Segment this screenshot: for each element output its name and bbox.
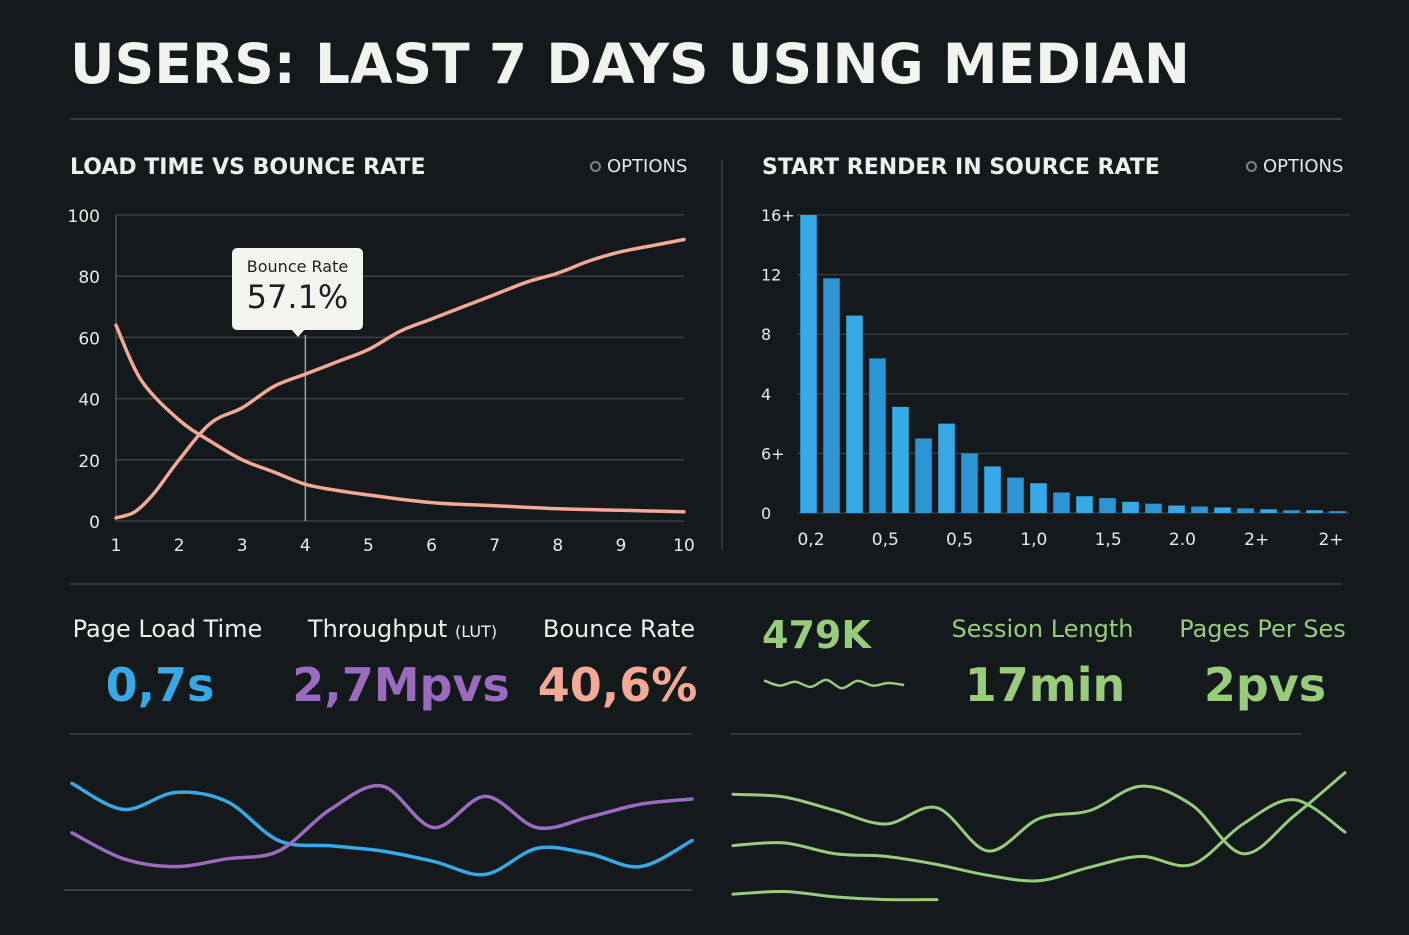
- page-load-time-sparkline: [70, 781, 694, 877]
- pages-per-session-label: Pages Per Ses: [1179, 615, 1346, 643]
- x-tick-label: 8: [552, 536, 563, 556]
- bar[interactable]: [823, 278, 840, 513]
- bar[interactable]: [1237, 508, 1254, 513]
- users-trend-sparkline: [763, 678, 905, 690]
- tooltip-value: 57.1%: [246, 278, 349, 316]
- x-tick-label: 2.0: [1169, 530, 1196, 550]
- bar[interactable]: [1076, 496, 1093, 513]
- bar[interactable]: [892, 406, 909, 513]
- left-options-label: OPTIONS: [607, 156, 688, 177]
- x-tick-label: 1,0: [1020, 530, 1047, 550]
- bar[interactable]: [1007, 477, 1024, 513]
- x-tick-label: 2: [174, 536, 185, 556]
- session-length-value: 17min: [964, 658, 1126, 712]
- bar[interactable]: [1191, 506, 1208, 513]
- bar[interactable]: [938, 423, 955, 513]
- x-tick-label: 6: [426, 536, 437, 556]
- y-tick-label: 20: [78, 452, 100, 472]
- bar[interactable]: [1214, 507, 1231, 513]
- bar[interactable]: [1122, 501, 1139, 513]
- bar[interactable]: [869, 358, 886, 513]
- throughput-label: Throughput (LUT): [307, 615, 498, 643]
- x-tick-label: 0,5: [872, 530, 899, 550]
- panel-separator: [721, 160, 723, 550]
- bar[interactable]: [961, 453, 978, 513]
- bar[interactable]: [1329, 511, 1346, 513]
- bar[interactable]: [1030, 483, 1047, 513]
- y-tick-label: 40: [78, 391, 100, 411]
- session-length-sparkline: [731, 771, 1347, 856]
- bar[interactable]: [915, 438, 932, 514]
- users-sparkline: [731, 889, 939, 902]
- y-tick-label: 16+: [761, 206, 795, 225]
- x-tick-label: 2+: [1244, 530, 1269, 550]
- throughput-value: 2,7Mpvs: [292, 658, 510, 712]
- bar[interactable]: [1283, 510, 1300, 513]
- right-options-label: OPTIONS: [1263, 156, 1344, 177]
- tooltip-pointer: [291, 329, 305, 337]
- right-metrics-divider: [730, 733, 1302, 735]
- bar[interactable]: [1099, 498, 1116, 513]
- options-radio-icon: [1246, 161, 1257, 172]
- pages-per-session-value: 2pvs: [1203, 658, 1327, 712]
- y-tick-label: 60: [78, 329, 100, 349]
- bounce-rate-label: Bounce Rate: [542, 615, 696, 643]
- bounce-rate-tooltip: Bounce Rate 57.1%: [232, 248, 363, 337]
- throughput-sparkline: [70, 783, 694, 869]
- bar[interactable]: [800, 215, 817, 513]
- y-tick-label: 0: [89, 513, 100, 533]
- load-time-vs-bounce-rate-chart: 100 80 60 40 20 0 1 2 3 4 5 6 7 8 9 10: [68, 207, 695, 556]
- session-sparklines: [731, 771, 1347, 902]
- x-tick-label: 7: [489, 536, 500, 556]
- y-tick-label: 8: [761, 325, 771, 344]
- start-render-bar-chart: 16+ 12 8 4 6+ 0 0,2 0,5 0,5 1,0 1,5 2.0 2+ 2+: [761, 206, 1349, 550]
- load-throughput-sparklines: [64, 781, 694, 891]
- bar[interactable]: [1168, 505, 1185, 513]
- x-tick-label: 4: [300, 536, 311, 556]
- bar[interactable]: [1145, 503, 1162, 513]
- session-length-label: Session Length: [951, 615, 1134, 643]
- users-trend-line: [763, 678, 905, 690]
- bounce-rate-line[interactable]: [114, 237, 686, 520]
- bar[interactable]: [1053, 492, 1070, 513]
- right-chart-title: START RENDER IN SOURCE RATE: [762, 155, 1160, 180]
- x-tick-label: 0,2: [797, 530, 824, 550]
- bar[interactable]: [846, 315, 863, 513]
- right-options-button[interactable]: OPTIONS: [1246, 156, 1343, 177]
- bar[interactable]: [1306, 510, 1323, 513]
- page-load-time-label: Page Load Time: [72, 615, 263, 643]
- left-chart-title: LOAD TIME VS BOUNCE RATE: [70, 155, 426, 180]
- x-tick-label: 3: [237, 536, 248, 556]
- load-time-line[interactable]: [114, 323, 686, 514]
- y-tick-label: 0: [761, 504, 771, 523]
- bounce-rate-value: 40,6%: [537, 658, 698, 712]
- x-tick-label: 9: [615, 536, 626, 556]
- y-tick-label: 4: [761, 385, 771, 404]
- x-tick-label: 1,5: [1095, 530, 1122, 550]
- left-options-button[interactable]: OPTIONS: [590, 156, 687, 177]
- bar[interactable]: [1260, 509, 1277, 513]
- x-tick-label: 5: [363, 536, 374, 556]
- section-divider: [70, 583, 1342, 585]
- left-metrics-divider: [70, 733, 692, 735]
- page-load-time-value: 0,7s: [105, 658, 215, 712]
- x-tick-label: 1: [111, 536, 122, 556]
- page-title: USERS: LAST 7 DAYS USING MEDIAN: [70, 32, 1190, 96]
- pages-per-session-sparkline: [731, 798, 1347, 883]
- y-tick-label: 6+: [761, 444, 785, 463]
- throughput-unit: (LUT): [454, 622, 498, 641]
- x-tick-label: 0,5: [946, 530, 973, 550]
- bar[interactable]: [984, 466, 1001, 513]
- x-tick-label: 10: [673, 536, 695, 556]
- y-tick-label: 100: [68, 207, 100, 227]
- title-divider: [70, 118, 1342, 120]
- tooltip-label: Bounce Rate: [246, 257, 349, 276]
- users-value: 479K: [762, 613, 871, 657]
- y-tick-label: 12: [761, 266, 781, 285]
- x-tick-label: 2+: [1318, 530, 1343, 550]
- y-tick-label: 80: [78, 268, 100, 288]
- options-radio-icon: [590, 161, 601, 172]
